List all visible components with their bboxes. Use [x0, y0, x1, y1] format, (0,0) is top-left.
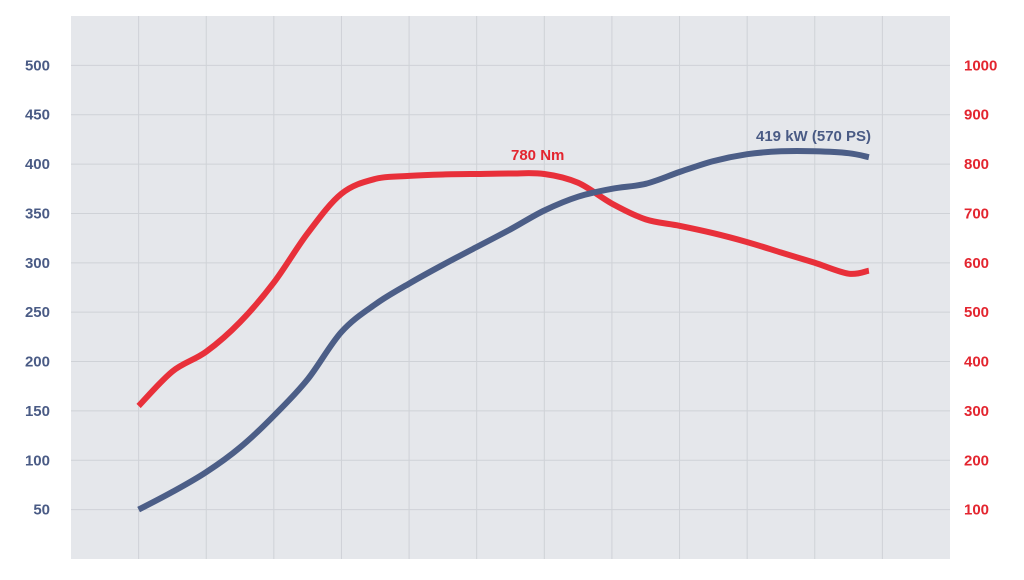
right-tick-label: 400: [964, 354, 989, 371]
right-tick-label: 200: [964, 452, 989, 469]
left-tick-label: 350: [25, 205, 50, 222]
right-tick-label: 300: [964, 403, 989, 420]
left-axis-ticks: 50 100 150 200 250 300 350 400 450 500: [25, 57, 50, 518]
series-lines: [136, 147, 870, 513]
power-annotation: 419 kW (570 PS): [756, 128, 871, 145]
torque-line: [136, 170, 870, 409]
left-tick-label: 50: [33, 502, 50, 519]
left-tick-label: 300: [25, 255, 50, 272]
left-tick-label: 150: [25, 403, 50, 420]
torque-annotation: 780 Nm: [511, 147, 564, 164]
horizontal-gridlines: [71, 64, 950, 511]
right-tick-label: 500: [964, 304, 989, 321]
right-axis-ticks: 100 200 300 400 500 600 700 800 900 1000: [964, 57, 997, 518]
right-tick-label: 1000: [964, 57, 997, 74]
plot-area: [71, 16, 950, 559]
left-tick-label: 200: [25, 354, 50, 371]
right-tick-label: 900: [964, 107, 989, 124]
left-tick-label: 100: [25, 452, 50, 469]
right-tick-label: 100: [964, 502, 989, 519]
left-tick-label: 400: [25, 156, 50, 173]
left-tick-label: 450: [25, 107, 50, 124]
right-tick-label: 800: [964, 156, 989, 173]
left-tick-label: 250: [25, 304, 50, 321]
right-tick-label: 600: [964, 255, 989, 272]
power-line: [137, 147, 870, 513]
vertical-gridlines: [138, 16, 883, 559]
left-tick-label: 500: [25, 57, 50, 74]
right-tick-label: 700: [964, 205, 989, 222]
